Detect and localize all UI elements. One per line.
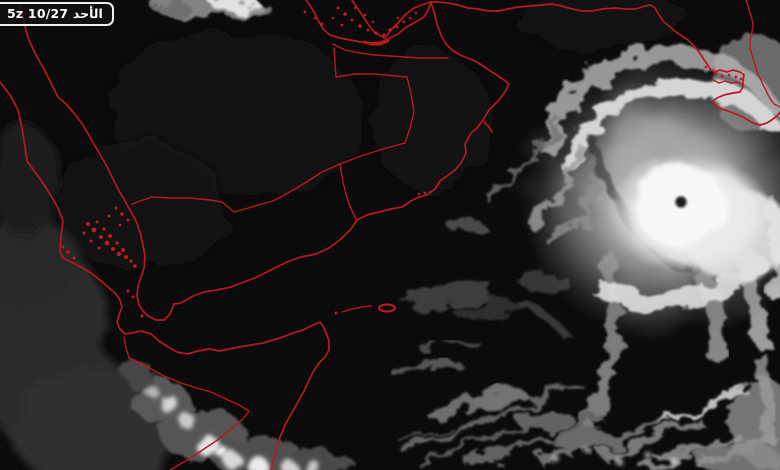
timestamp-badge: 5z 10/27 الأحد — [0, 2, 114, 26]
timestamp-day: الأحد — [72, 6, 103, 21]
timestamp-time: 5z 10/27 — [7, 6, 69, 21]
